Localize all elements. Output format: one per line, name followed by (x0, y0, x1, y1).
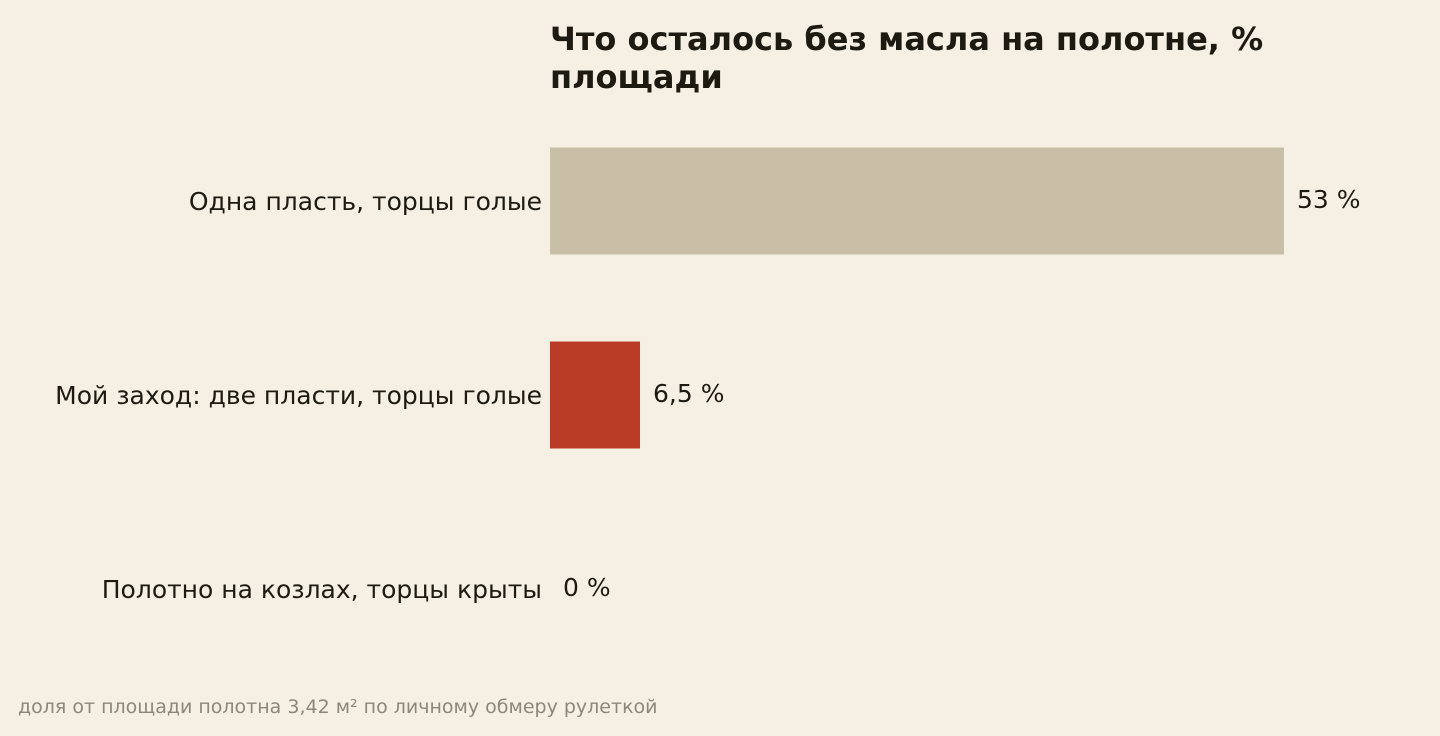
chart-footnote: доля от площади полотна 3,42 м² по лично… (18, 696, 658, 718)
category-label: Одна пласть, торцы голые (189, 187, 542, 216)
chart-title: Что осталось без масла на полотне, % пло… (550, 20, 1264, 96)
value-label: 0 % (563, 573, 611, 602)
value-label: 53 % (1297, 185, 1361, 214)
category-label: Мой заход: две пласти, торцы голые (55, 381, 542, 410)
bar (550, 341, 641, 449)
bar (550, 147, 1284, 255)
value-label: 6,5 % (653, 379, 724, 408)
category-label: Полотно на козлах, торцы крыты (102, 575, 542, 604)
